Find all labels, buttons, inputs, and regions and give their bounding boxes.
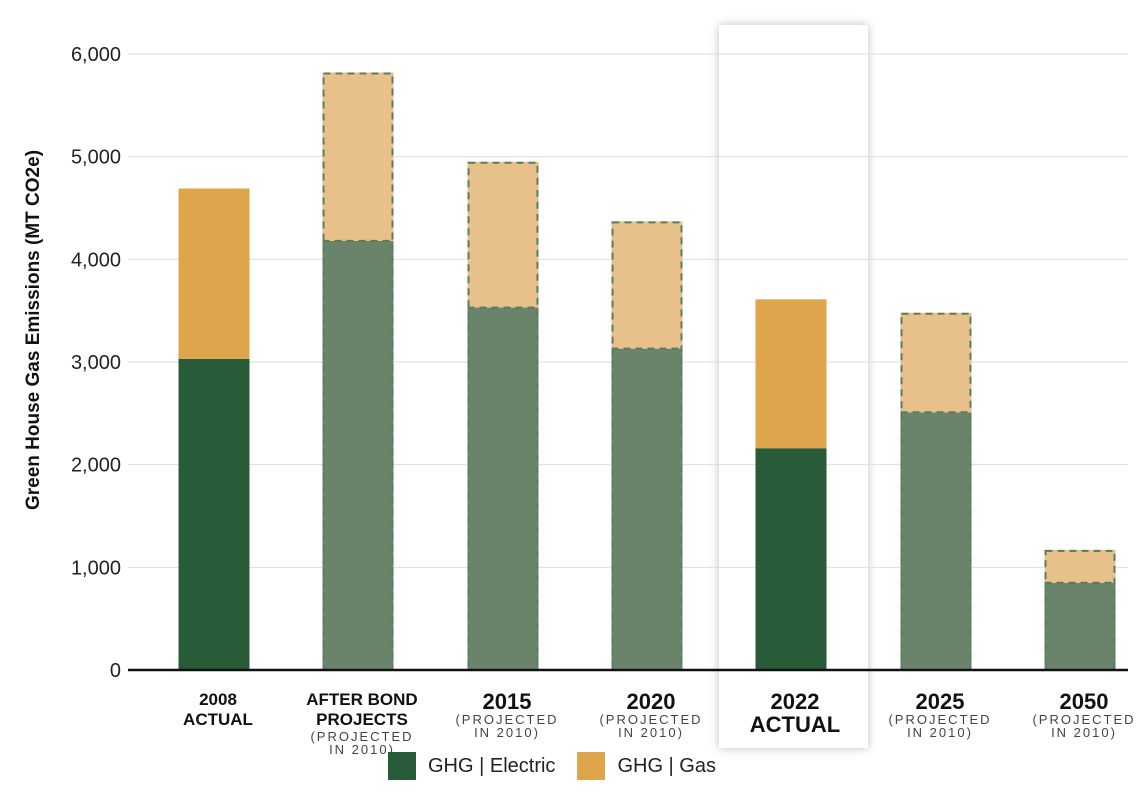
bar-gas (611, 221, 683, 349)
bar-electric (467, 307, 539, 670)
x-tick-sub-line: (PROJECTED (1032, 712, 1136, 727)
x-tick-label: 2022 ACTUAL (720, 690, 870, 736)
bar-gas (178, 188, 250, 359)
legend-item-gas: GHG | Gas (577, 752, 716, 780)
y-tick-label: 0 (110, 660, 121, 682)
y-tick-label: 5,000 (71, 147, 121, 169)
legend-swatch-electric (388, 752, 416, 780)
x-tick-sub-line: (PROJECTED (888, 712, 992, 727)
bar-electric (322, 240, 394, 670)
bar-outline-dashed (611, 221, 683, 671)
x-tick-main-line: 2050 (1059, 689, 1109, 714)
x-tick-main-line: 2022 (770, 689, 820, 714)
y-tick-label: 6,000 (71, 44, 121, 66)
x-tick-sub-line: IN 2010) (474, 725, 540, 740)
x-tick-main-line: PROJECTS (316, 710, 408, 729)
bar-electric (1044, 582, 1116, 670)
x-tick-main-line: 2025 (915, 689, 965, 714)
x-tick-sub-line: IN 2010) (1051, 725, 1117, 740)
x-tick-sub-line: IN 2010) (907, 725, 973, 740)
y-tick-label: 4,000 (71, 249, 121, 271)
x-tick-main-line: ACTUAL (183, 710, 253, 729)
bar-gas (322, 72, 394, 241)
x-tick-sub-line: IN 2010) (329, 742, 395, 757)
legend: GHG | Electric GHG | Gas (388, 752, 738, 780)
x-tick-sub-line: (PROJECTED (599, 712, 703, 727)
x-tick-main-line: 2020 (626, 689, 676, 714)
x-tick-label: 2015 (PROJECTED IN 2010) (432, 690, 582, 739)
y-tick-label: 1,000 (71, 557, 121, 579)
x-tick-main-line: 2008 (199, 690, 237, 709)
bar-electric (178, 358, 250, 670)
y-tick-label: 2,000 (71, 455, 121, 477)
y-tick-label: 3,000 (71, 352, 121, 374)
x-tick-main-line: AFTER BOND (306, 690, 418, 709)
bar-gas (467, 161, 539, 308)
x-tick-main-line: 2015 (482, 689, 532, 714)
bar-electric (755, 448, 827, 670)
x-tick-label: 2050 (PROJECTED IN 2010) (1009, 690, 1143, 739)
bar-electric (900, 412, 972, 670)
bar-gas (900, 312, 972, 413)
legend-swatch-gas (577, 752, 606, 780)
x-tick-label: 2020 (PROJECTED IN 2010) (576, 690, 726, 739)
legend-label-electric: GHG | Electric (428, 754, 556, 777)
x-tick-main-line: ACTUAL (749, 712, 841, 737)
bar-gas (755, 299, 827, 449)
x-tick-sub-line: IN 2010) (618, 725, 684, 740)
x-tick-sub-line: (PROJECTED (455, 712, 559, 727)
y-axis-title: Green House Gas Emissions (MT CO2e) (23, 149, 44, 511)
bar-electric (611, 348, 683, 670)
x-tick-label: 2025 (PROJECTED IN 2010) (865, 690, 1015, 739)
x-tick-label: AFTER BOND PROJECTS (PROJECTED IN 2010) (287, 690, 437, 756)
bar-gas (1044, 549, 1116, 583)
legend-label-gas: GHG | Gas (617, 754, 716, 777)
legend-item-electric: GHG | Electric (388, 752, 555, 780)
x-tick-label: 2008 ACTUAL (143, 690, 293, 730)
x-tick-sub-line: (PROJECTED (310, 729, 414, 744)
